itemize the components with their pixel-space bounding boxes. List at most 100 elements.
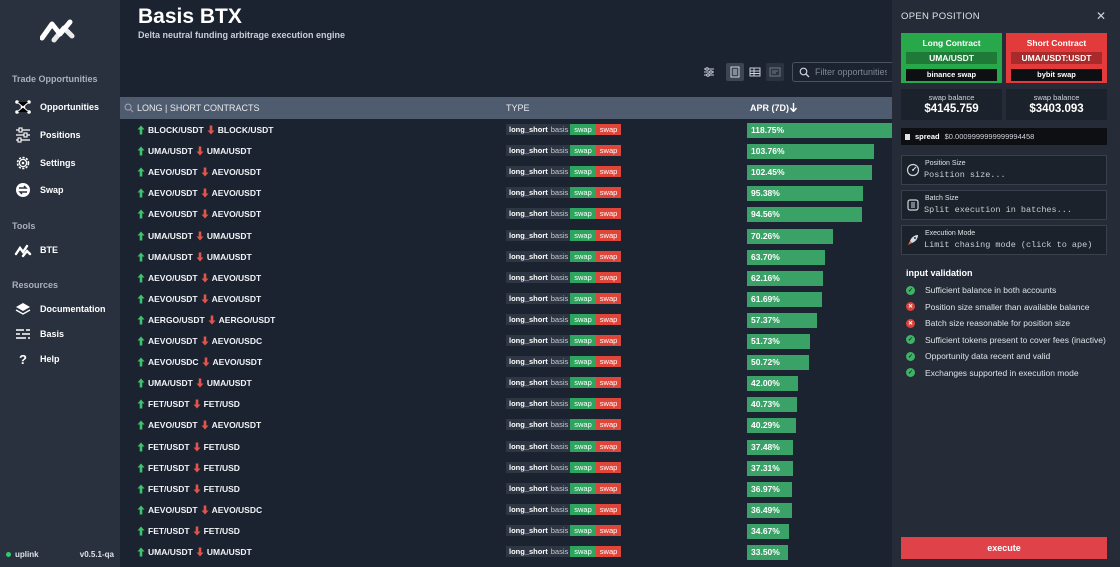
validation-label: Opportunity data recent and valid	[925, 351, 1051, 361]
table-row[interactable]: AEVO/USDT AEVO/USDT long_short basis swap swa…	[120, 268, 892, 289]
type-label: long_short	[506, 208, 550, 220]
type-sublabel: basis	[549, 503, 571, 515]
table-row[interactable]: UMA/USDT UMA/USDT long_short basis swap swap 3…	[120, 542, 892, 563]
batch-size-field[interactable]: Batch Size	[901, 190, 1107, 220]
filter-sliders-icon	[704, 67, 714, 77]
contract-pair-cell: BLOCK/USDT BLOCK/USDT	[137, 125, 273, 135]
sidebar-section-resources: Resources	[12, 280, 59, 290]
sidebar-item-label: Opportunities	[40, 102, 99, 112]
table-row[interactable]: AEVO/USDT AEVO/USDT long_short basis swap swa…	[120, 415, 892, 436]
column-header-contracts[interactable]: LONG | SHORT CONTRACTS	[137, 103, 260, 113]
table-row[interactable]: FET/USDT FET/USD long_short basis swap swap 34…	[120, 521, 892, 542]
contract-pair-cell: UMA/USDT UMA/USDT	[137, 231, 252, 241]
sidebar-item-label: Settings	[40, 158, 76, 168]
search-input[interactable]	[815, 67, 887, 77]
execution-mode-label: Execution Mode	[925, 230, 976, 237]
long-contract: AEVO/USDT	[148, 188, 198, 199]
long-swap-badge: swap	[570, 292, 596, 304]
column-header-type[interactable]: TYPE	[506, 103, 530, 113]
execute-button[interactable]: execute	[901, 537, 1107, 559]
table-row[interactable]: UMA/USDT UMA/USDT long_short basis swap swap 1…	[120, 141, 892, 162]
long-swap-badge: swap	[570, 229, 596, 241]
long-swap-badge: swap	[570, 503, 596, 515]
type-cell: long_short basis swap swap	[506, 166, 622, 178]
view-card-button[interactable]	[766, 63, 784, 81]
network-icon	[15, 100, 31, 114]
search-field[interactable]	[792, 62, 892, 82]
table-row[interactable]: AEVO/USDT AEVO/USDT long_short basis swap swa…	[120, 289, 892, 310]
type-label: long_short	[506, 166, 550, 178]
validation-item: ✕ Batch size reasonable for position size	[906, 317, 1070, 329]
table-row[interactable]: AEVO/USDT AEVO/USDT long_short basis swap swa…	[120, 162, 892, 183]
app-logo-icon[interactable]	[40, 18, 76, 44]
validation-label: Position size smaller than available bal…	[925, 301, 1090, 312]
table-row[interactable]: AEVO/USDT AEVO/USDT long_short basis swap swa…	[120, 204, 892, 225]
table-row[interactable]: FET/USDT FET/USD long_short basis swap swap 40…	[120, 394, 892, 415]
contract-pair-cell: UMA/USDT UMA/USDT	[137, 252, 252, 262]
sidebar-item-settings[interactable]: Settings	[14, 154, 76, 172]
table-row[interactable]: AEVO/USDT AEVO/USDC long_short basis swap swa…	[120, 331, 892, 352]
sidebar-item-opportunities[interactable]: Opportunities	[14, 98, 99, 116]
view-compact-button[interactable]	[726, 63, 744, 81]
apr-bar: 40.73%	[747, 397, 797, 413]
type-sublabel: basis	[549, 313, 571, 325]
view-table-button[interactable]	[746, 63, 764, 81]
sidebar-item-help[interactable]: ? Help	[14, 350, 59, 368]
execution-mode-field[interactable]: Execution Mode	[901, 225, 1107, 255]
type-label: long_short	[506, 524, 550, 536]
table-row[interactable]: BLOCK/USDT BLOCK/USDT long_short basis swap s…	[120, 120, 892, 141]
type-label: long_short	[506, 250, 550, 262]
check-icon: ✓	[906, 335, 915, 344]
short-contract: FET/USD	[203, 462, 240, 473]
long-contract: UMA/USDT	[148, 547, 193, 557]
error-icon: ✕	[906, 302, 915, 311]
check-icon: ✓	[906, 351, 915, 361]
short-contract: AEVO/USDC	[211, 336, 263, 346]
sidebar-item-swap[interactable]: Swap	[14, 181, 64, 199]
contract-pair-cell: AEVO/USDT AEVO/USDT	[137, 209, 261, 219]
apr-bar: 94.56%	[747, 207, 862, 223]
table-row[interactable]: AEVO/USDT AEVO/USDT long_short basis swap swa…	[120, 183, 892, 204]
close-icon[interactable]: ✕	[1096, 9, 1107, 23]
type-label: long_short	[506, 229, 550, 241]
position-size-input[interactable]	[924, 170, 1104, 180]
short-contract: AERGO/USDT	[218, 314, 276, 325]
contract-pair-cell: AERGO/USDT AERGO/USDT	[137, 315, 275, 325]
long-contract-card[interactable]: Long Contract UMA/USDT binance swap	[901, 33, 1002, 83]
table-row[interactable]: FET/USDT FET/USD long_short basis swap swap 36…	[120, 479, 892, 500]
sidebar-item-positions[interactable]: Positions	[14, 126, 81, 144]
arrow-up-icon	[137, 231, 145, 240]
contract-pair-cell: UMA/USDT UMA/USDT	[137, 146, 252, 156]
long-contract: AEVO/USDT	[148, 209, 198, 220]
arrow-down-icon	[201, 273, 209, 283]
table-row[interactable]: AEVO/USDC AEVO/USDT long_short basis swap swa…	[120, 352, 892, 373]
table-row[interactable]: AERGO/USDT AERGO/USDT long_short basis swap s…	[120, 310, 892, 331]
table-row[interactable]: UMA/USDT UMA/USDT long_short basis swap swap 4…	[120, 373, 892, 394]
sidebar-item-label: Swap	[40, 185, 64, 195]
filter-sliders-button[interactable]	[700, 63, 718, 81]
column-header-apr[interactable]: APR (7D)	[750, 103, 798, 113]
short-contract-card[interactable]: Short Contract UMA/USDT:USDT bybit swap	[1006, 33, 1107, 83]
long-contract: FET/USDT	[148, 483, 190, 494]
sidebar-section-tools: Tools	[12, 221, 36, 231]
table-row[interactable]: FET/USDT FET/USD long_short basis swap swap 37…	[120, 437, 892, 458]
type-sublabel: basis	[549, 377, 571, 389]
arrow-down-icon	[193, 442, 201, 451]
sidebar-item-documentation[interactable]: Documentation	[14, 300, 106, 318]
arrow-up-icon	[137, 336, 145, 346]
type-label: long_short	[506, 419, 550, 431]
sidebar-item-bte[interactable]: BTE	[14, 241, 58, 259]
position-size-label: Position Size	[925, 160, 966, 167]
execution-mode-input[interactable]	[924, 240, 1104, 250]
arrow-up-icon	[137, 463, 145, 473]
apr-bar: 50.72%	[747, 355, 809, 371]
type-label: long_short	[506, 461, 550, 473]
table-row[interactable]: UMA/USDT UMA/USDT long_short basis swap swap 6…	[120, 247, 892, 268]
table-row[interactable]: AEVO/USDT AEVO/USDC long_short basis swap swa…	[120, 500, 892, 521]
table-row[interactable]: FET/USDT FET/USD long_short basis swap swap 37…	[120, 458, 892, 479]
batch-size-input[interactable]	[924, 205, 1104, 215]
table-row[interactable]: UMA/USDT UMA/USDT long_short basis swap swap 7…	[120, 226, 892, 247]
position-size-field[interactable]: Position Size	[901, 155, 1107, 185]
sidebar-item-basis[interactable]: Basis	[14, 325, 64, 343]
arrow-down-icon	[207, 125, 215, 135]
